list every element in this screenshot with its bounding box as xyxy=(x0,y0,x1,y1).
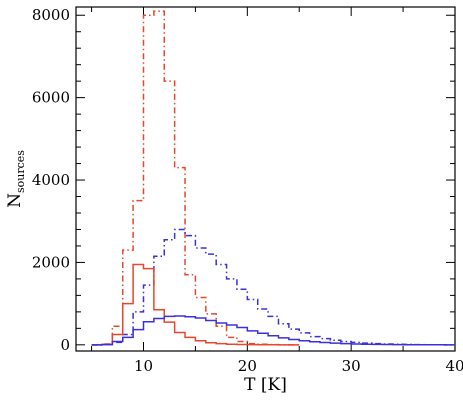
series-3-step-line xyxy=(91,263,300,346)
tick-labels: 10 20 30 40 0 2000 4000 6000 8000 xyxy=(32,6,463,375)
y-axis-title-sub: sources xyxy=(14,150,27,193)
plot-frame xyxy=(75,6,456,352)
y-tick-label: 0 xyxy=(60,336,70,354)
series-4-step-line xyxy=(91,315,455,346)
y-tick-label: 4000 xyxy=(32,171,70,189)
x-tick-label: 10 xyxy=(134,357,153,375)
y-tick-label: 8000 xyxy=(32,6,70,24)
y-tick-label: 2000 xyxy=(32,253,70,271)
y-tick-label: 6000 xyxy=(32,89,70,107)
series-2-step-line xyxy=(91,228,455,346)
y-axis-title-main: N xyxy=(5,193,25,208)
x-tick-label: 30 xyxy=(342,357,361,375)
y-axis-title: Nsources xyxy=(5,150,27,208)
x-tick-label: 40 xyxy=(445,357,463,375)
series-1-step-line xyxy=(91,10,300,346)
x-tick-label: 20 xyxy=(238,357,257,375)
x-axis-title: T [K] xyxy=(244,375,287,395)
data-series xyxy=(91,10,455,346)
